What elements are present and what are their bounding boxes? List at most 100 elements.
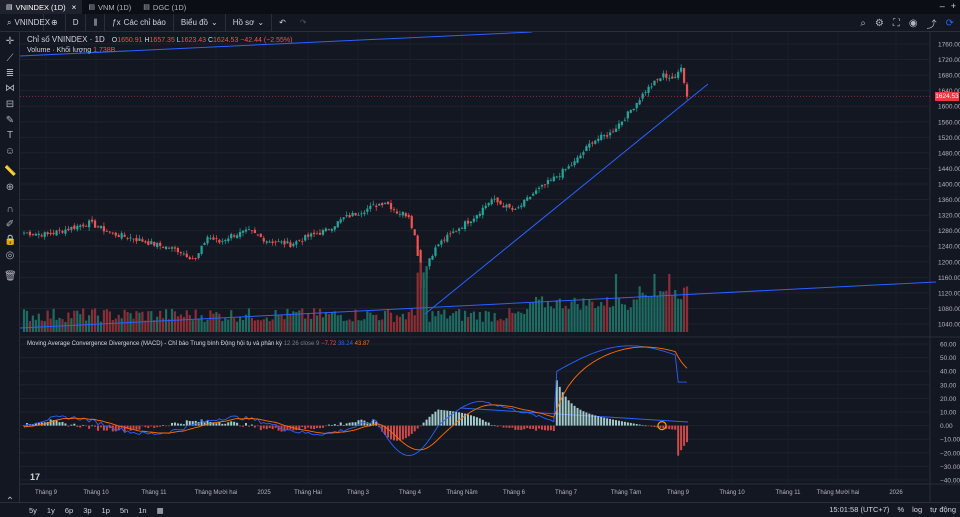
candle-body [194,257,197,259]
zoom-search-icon[interactable]: ⌕ [860,17,866,29]
volume-bar [182,316,185,332]
tab-vnindex[interactable]: ▤ VNINDEX (1D) × [0,0,83,14]
macd-histogram-bar [659,425,662,428]
tab-dgc[interactable]: ▤ DGC (1D) [137,0,192,14]
volume-bar [298,310,301,332]
macd-histogram-bar [395,425,398,441]
macd-histogram-bar [295,425,298,431]
emoji-icon[interactable]: ☺ [4,146,16,157]
range-6m[interactable]: 6p [64,505,74,515]
range-5d[interactable]: 5n [119,505,129,515]
volume-bar [250,318,254,332]
candle-body [40,235,43,237]
fullscreen-icon[interactable]: ⛶ [892,17,900,29]
eye-icon[interactable]: ◎ [5,250,15,261]
chart-type-button[interactable]: Biểu đồ ⌄ [174,13,226,32]
candle-body [227,238,230,242]
candle-body [37,233,40,236]
range-5y[interactable]: 5y [29,505,37,515]
candle-body [632,108,635,111]
camera-icon[interactable]: ◉ [908,17,918,29]
text-icon[interactable]: T [6,130,14,141]
candle-body [523,199,526,207]
share-icon[interactable]: ⤴ [926,19,937,31]
add-tab-icon[interactable]: + [950,1,956,11]
crosshair-icon[interactable]: ✛ [5,36,15,47]
stay-drawing-icon[interactable]: ✐ [5,219,15,230]
candle-body [159,242,162,246]
volume-bar [413,315,416,332]
macd-histogram-bar [431,414,434,426]
macd-histogram-bar [369,422,372,426]
macd-histogram-bar [165,425,168,427]
volume-bar [662,291,665,332]
volume-bar [369,312,372,332]
brush-icon[interactable]: ✎ [5,115,15,126]
gear-icon[interactable]: ⚙ [874,17,884,29]
tab-vnm[interactable]: ▤ VNM (1D) [82,0,137,14]
volume-bar [342,320,345,332]
projection-icon[interactable]: ⊟ [5,99,15,110]
profile-button[interactable]: Hồ sơ ⌄ [226,13,273,32]
volume-bar [431,311,434,332]
chart-style-button[interactable]: ⫼ [86,13,106,32]
auto-toggle[interactable]: tự động [930,505,956,514]
candle-body [443,239,446,241]
candle-body [120,233,123,239]
volume-bar [153,320,156,332]
current-price-tag: 1624.53 [935,92,959,101]
macd-histogram-bar [511,425,514,428]
range-3m[interactable]: 3p [83,505,92,515]
signal-line-value: 43.87 [354,341,370,347]
price-chart[interactable]: 1760.001720.001680.001640.001600.001560.… [20,32,960,502]
refresh-icon[interactable]: ⟳ [945,17,954,29]
macd-histogram-bar [162,425,165,426]
magnet-icon[interactable]: ∩ [6,204,14,215]
minimize-icon[interactable]: – [939,1,945,11]
candle-body [324,228,328,232]
volume-bar [532,302,535,332]
volume-bar [191,320,194,332]
volume-bar [537,299,541,332]
indicators-button[interactable]: ƒx Các chỉ báo [105,13,174,32]
macd-histogram-bar [34,422,37,426]
log-toggle[interactable]: log [912,505,923,514]
range-1d[interactable]: 1n [138,505,147,515]
redo-button[interactable]: ↷ [293,14,314,32]
macd-histogram-bar [245,423,247,426]
range-1y[interactable]: 1y [46,505,55,515]
candle-body [472,218,476,222]
fib-icon[interactable]: ≣ [5,68,15,79]
candle-body [511,208,514,210]
close-icon[interactable]: × [71,2,77,12]
calendar-icon[interactable]: ▦ [156,505,164,515]
candle-body [173,247,177,249]
ruler-icon[interactable]: 📏 [4,166,17,177]
macd-histogram-bar [570,403,573,426]
percent-toggle[interactable]: % [897,505,905,514]
candle-body [576,157,579,163]
macd-histogram-bar [662,425,665,429]
range-1m[interactable]: 1p [101,505,110,515]
volume-bar [318,308,322,332]
undo-button[interactable]: ↶ [272,14,293,32]
trash-icon[interactable]: 🗑 [4,271,17,282]
lock-icon[interactable]: 🔒 [4,235,17,246]
trendline-icon[interactable]: ⟋ [6,53,14,64]
volume-bar [253,320,256,332]
macd-histogram-bar [481,419,484,426]
candle-body [277,241,280,243]
volume-bar [455,311,458,332]
compare-button[interactable]: ⊕ [44,13,66,32]
candle-body [458,228,461,231]
pattern-icon[interactable]: ⋈ [5,83,15,94]
macd-tick-label: −40.00 [940,478,960,485]
collapse-icon[interactable]: ⌃ [4,496,16,508]
volume-bar [241,319,245,332]
volume-bar [345,320,348,332]
candle-body [671,76,674,79]
candle-body [543,184,547,186]
zoom-in-icon[interactable]: ⊕ [5,182,15,193]
interval-button[interactable]: D [66,13,87,32]
symbol-search[interactable]: ⌕ VNINDEX [0,13,50,32]
